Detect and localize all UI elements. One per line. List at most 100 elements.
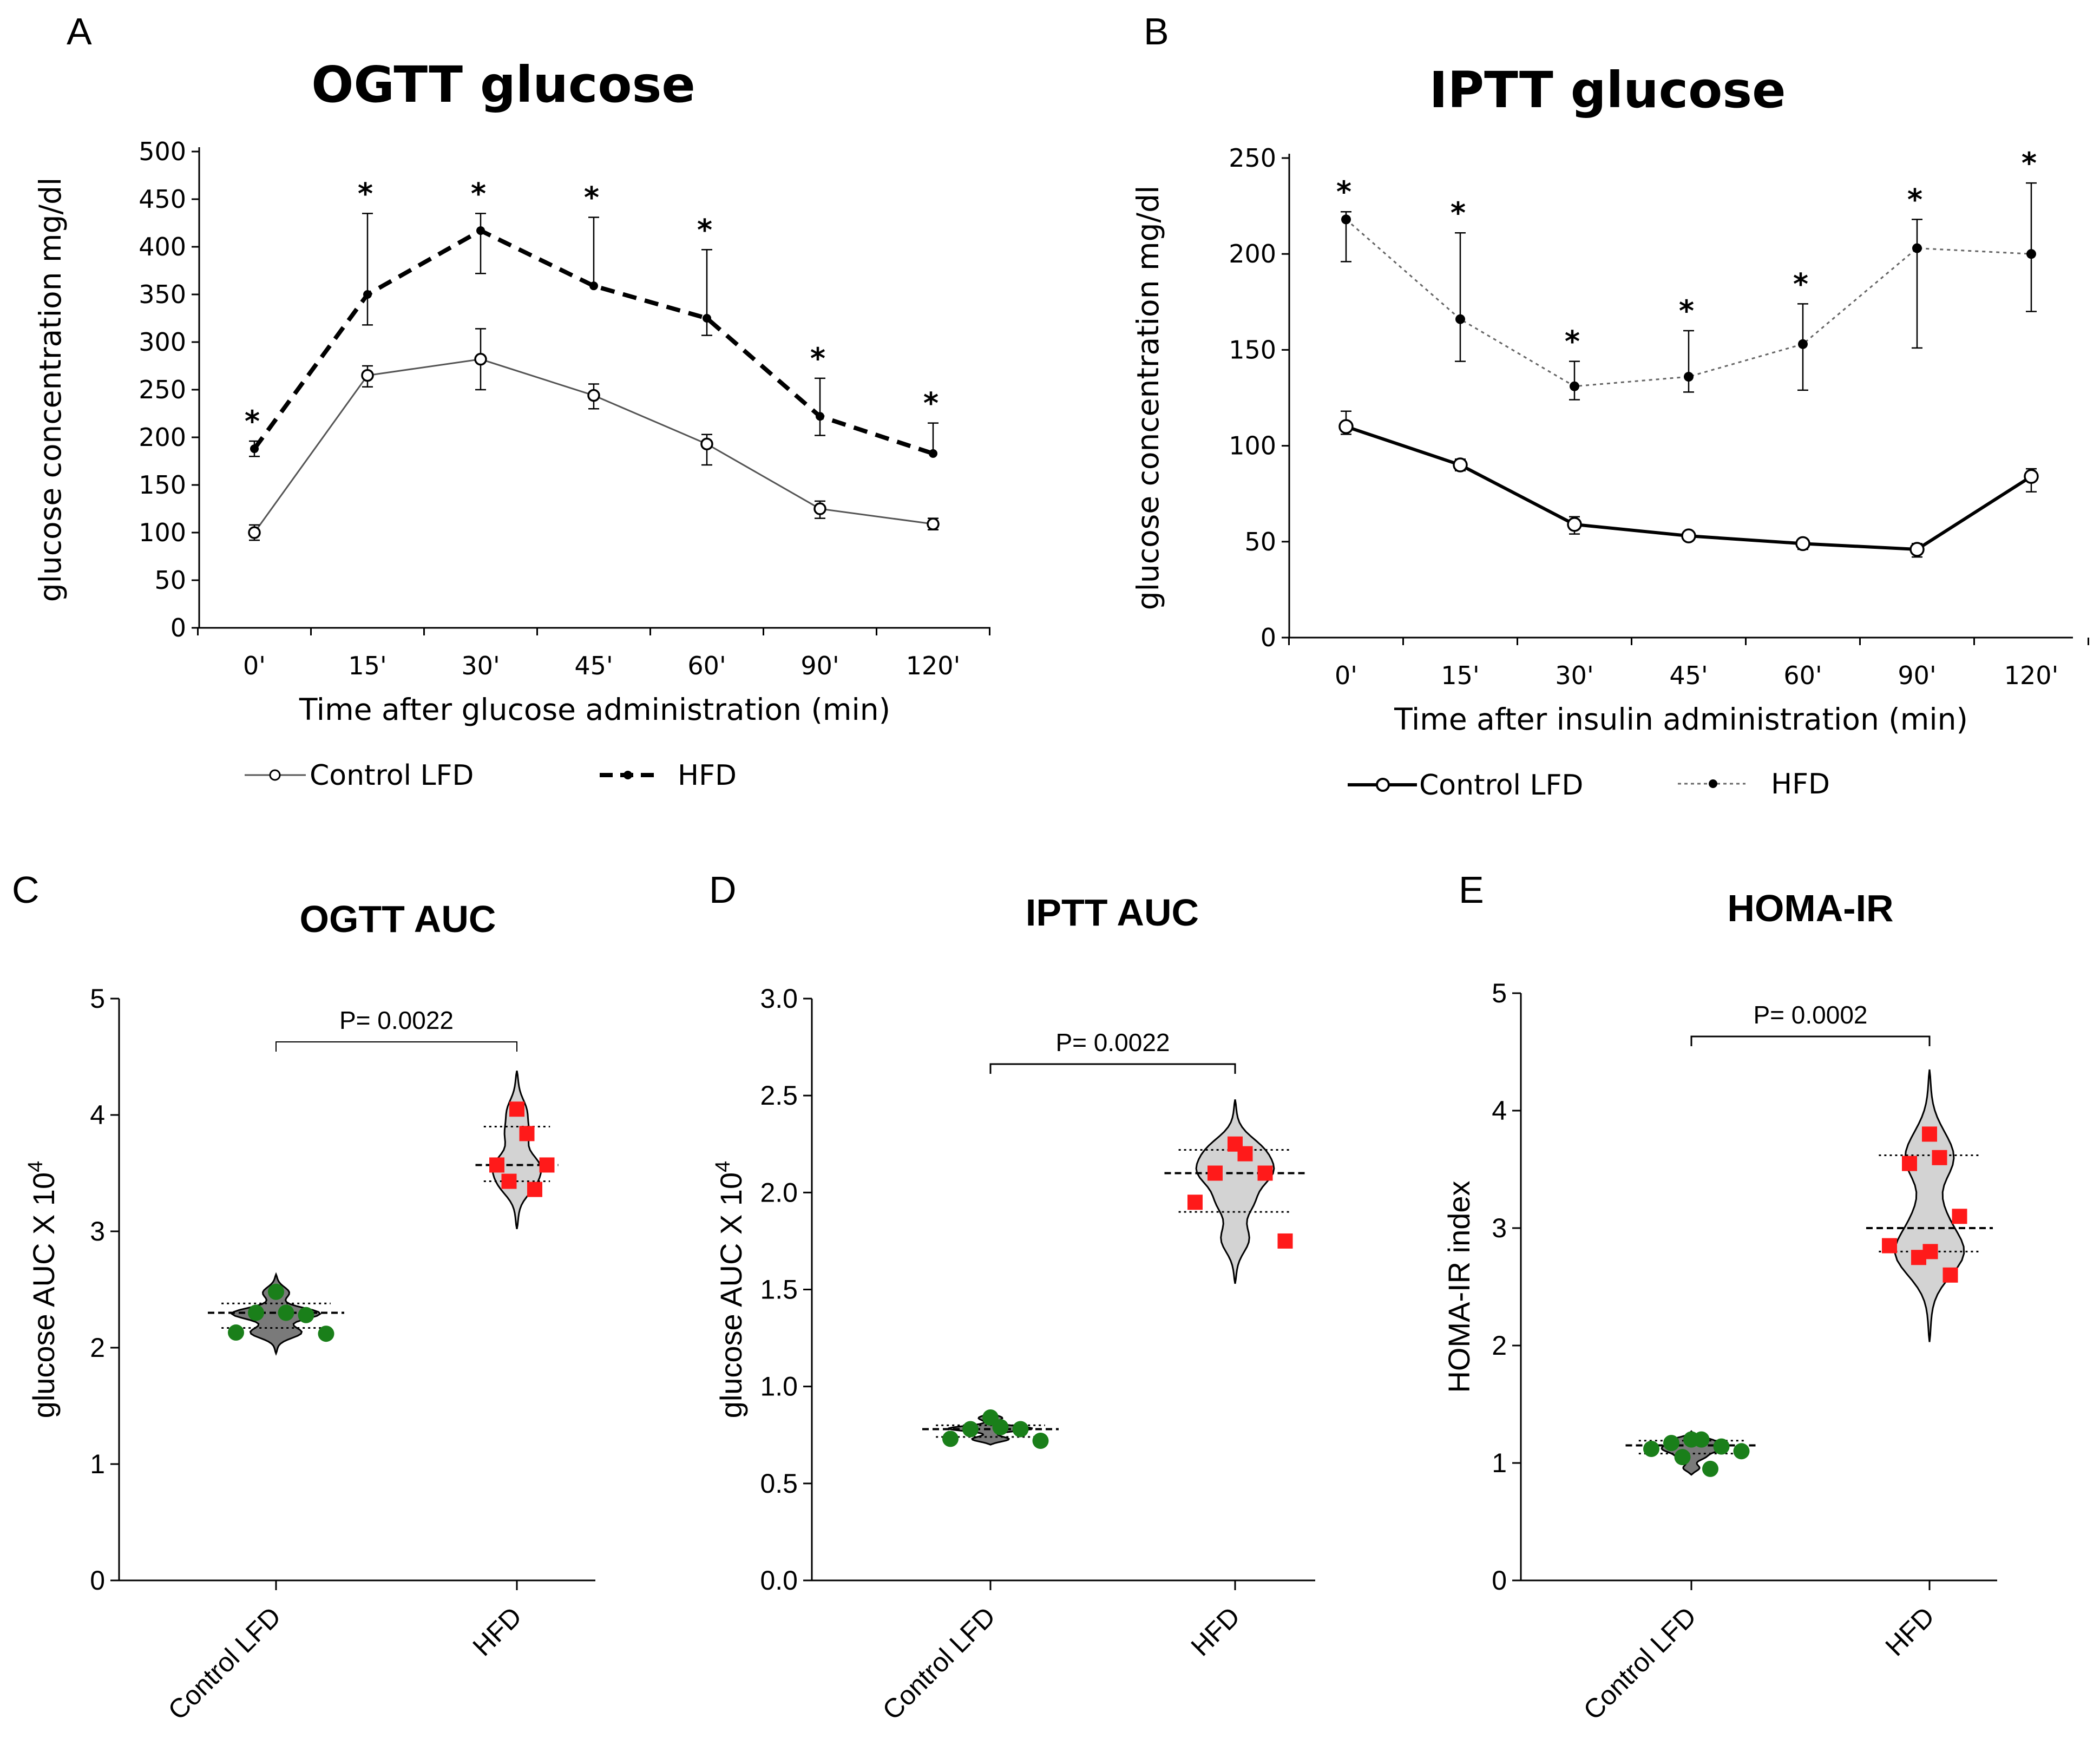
chart-a-sig-marker: *	[697, 213, 712, 247]
chart-e-data-point	[1643, 1440, 1659, 1457]
chart-c-data-point	[509, 1101, 524, 1117]
chart-a-x-tick-label: 90'	[800, 651, 839, 680]
chart-d-data-point	[1032, 1433, 1049, 1449]
chart-b-sig-marker: *	[2022, 146, 2037, 180]
chart-a-data-point	[589, 281, 598, 291]
chart-b-data-point	[2026, 249, 2036, 259]
chart-d-y-tick-label: 2.5	[760, 1080, 798, 1111]
chart-d-data-point	[1237, 1146, 1253, 1162]
chart-e-y-tick-label: 2	[1492, 1330, 1507, 1361]
chart-a-sig-marker: *	[923, 386, 939, 421]
chart-a-x-tick-label: 30'	[461, 651, 500, 680]
chart-c-data-point	[318, 1326, 334, 1342]
chart-c-data-point	[248, 1304, 264, 1321]
chart-e-data-point	[1733, 1443, 1750, 1460]
chart-e-data-point	[1911, 1250, 1926, 1265]
chart-c-data-point	[519, 1126, 535, 1141]
chart-c-pvalue: P= 0.0022	[339, 1006, 454, 1034]
chart-c-data-point	[278, 1304, 294, 1321]
chart-a-y-tick-label: 100	[139, 518, 186, 547]
chart-e-pvalue-bracket	[1690, 1035, 1931, 1046]
chart-c-y-axis-title: glucose AUC X 104	[24, 1161, 61, 1419]
chart-c-y-tick-label: 2	[90, 1333, 105, 1363]
chart-a-plot: 0 50 100 150 200 250 300 350 400 450 500 0' 15' 30' 45…	[33, 137, 990, 727]
chart-d-y-tick-label: 1.5	[760, 1275, 798, 1305]
chart-b-sig-marker: *	[1565, 325, 1580, 359]
chart-a-y-tick-label: 400	[139, 232, 186, 261]
chart-a-y-tick-label: 450	[139, 185, 186, 214]
chart-b-data-point	[1453, 457, 1468, 473]
legend-a-hfd-marker	[624, 771, 632, 779]
chart-b-sig-marker: *	[1451, 196, 1466, 230]
legend-a-hfd-label: HFD	[678, 759, 737, 792]
chart-e-plot: 0 1 2 3 4 5 HOMA-IR index Control LFD HFD P= 0.00…	[1442, 978, 1997, 1725]
chart-a-sig-marker: *	[358, 176, 373, 211]
chart-a-data-point	[361, 369, 374, 382]
chart-b-title: IPTT glucose	[1429, 61, 1786, 119]
chart-a-x-tick-label: 60'	[687, 651, 726, 680]
panel-letter-d: D	[709, 869, 737, 911]
chart-b-x-tick-label: 60'	[1783, 661, 1822, 690]
chart-d-data-point	[992, 1419, 1009, 1435]
chart-b-x-tick-label: 45'	[1669, 661, 1708, 690]
chart-d-y-tick-label: 3.0	[760, 983, 798, 1014]
chart-e-data-point	[1674, 1449, 1691, 1466]
chart-e-violin	[1894, 1069, 1965, 1342]
legend-a-control-label: Control LFD	[310, 759, 474, 792]
chart-a-y-tick-label: 300	[139, 327, 186, 357]
chart-b-x-tick-label: 15'	[1441, 661, 1479, 690]
chart-a-x-tick-label: 15'	[348, 651, 386, 680]
chart-b-y-tick-label: 0	[1261, 623, 1276, 652]
chart-e-y-tick-label: 4	[1492, 1095, 1507, 1126]
chart-d-data-point	[1187, 1195, 1203, 1210]
chart-a-data-point	[363, 290, 372, 299]
chart-b-data-point	[1455, 314, 1465, 324]
legend-b-control-marker	[1376, 778, 1390, 792]
chart-a-data-point	[816, 412, 824, 421]
chart-e-y-tick-label: 5	[1492, 978, 1507, 1008]
chart-c-data-point	[539, 1157, 555, 1173]
chart-a-x-tick-label: 0'	[243, 651, 266, 680]
panel-letter-e: E	[1459, 869, 1484, 911]
chart-d-data-point	[942, 1431, 959, 1447]
chart-e-y-tick-label: 0	[1492, 1565, 1507, 1596]
chart-b-y-tick-label: 250	[1229, 143, 1276, 173]
chart-c-x-tick-label: HFD	[467, 1601, 528, 1662]
chart-e-data-point	[1932, 1150, 1947, 1165]
chart-c-data-point	[489, 1157, 504, 1173]
chart-c-data-point	[268, 1283, 284, 1300]
chart-a-y-tick-label: 500	[139, 137, 186, 166]
chart-c-plot: 0 1 2 3 4 5 glucose AUC X 104 Control LFD HFD P= …	[24, 983, 595, 1725]
chart-e-data-point	[1952, 1209, 1967, 1224]
chart-b-data-point	[1684, 372, 1694, 382]
chart-d-data-point	[962, 1421, 979, 1438]
chart-a-data-point	[587, 389, 600, 402]
chart-c-x-tick-label: Control LFD	[162, 1601, 287, 1725]
panel-letter-a: A	[67, 10, 92, 53]
chart-b-data-point	[1909, 542, 1925, 557]
chart-b-x-tick-label: 0'	[1335, 661, 1357, 690]
chart-c-y-tick-label: 3	[90, 1216, 105, 1246]
chart-e-data-point	[1942, 1267, 1958, 1283]
legend-a-control-marker	[269, 769, 281, 781]
chart-d-y-tick-label: 0.0	[760, 1565, 798, 1596]
chart-b-legend: Control LFD HFD	[1348, 768, 1830, 802]
chart-e-data-point	[1902, 1156, 1917, 1171]
chart-d-pvalue: P= 0.0022	[1055, 1028, 1170, 1057]
chart-b-y-tick-label: 200	[1229, 239, 1276, 268]
chart-b-data-point	[1570, 381, 1579, 391]
panel-letter-b: B	[1144, 10, 1169, 53]
chart-b-data-point	[1338, 419, 1354, 434]
legend-b-hfd-label: HFD	[1771, 768, 1830, 800]
chart-a-sig-marker: *	[810, 342, 825, 376]
chart-b-sig-marker: *	[1907, 182, 1922, 216]
chart-b-data-point	[1681, 528, 1696, 543]
chart-e-y-tick-label: 1	[1492, 1448, 1507, 1478]
chart-d-y-axis-title: glucose AUC X 104	[712, 1161, 748, 1419]
chart-c-y-tick-label: 0	[90, 1565, 105, 1596]
chart-a-data-point	[927, 517, 940, 530]
chart-d-plot: 0.0 0.5 1.0 1.5 2.0 2.5 3.0 glucose AUC X 104 Co…	[712, 983, 1315, 1725]
chart-e-x-tick-label: HFD	[1880, 1601, 1940, 1662]
chart-c-data-point	[527, 1182, 542, 1197]
